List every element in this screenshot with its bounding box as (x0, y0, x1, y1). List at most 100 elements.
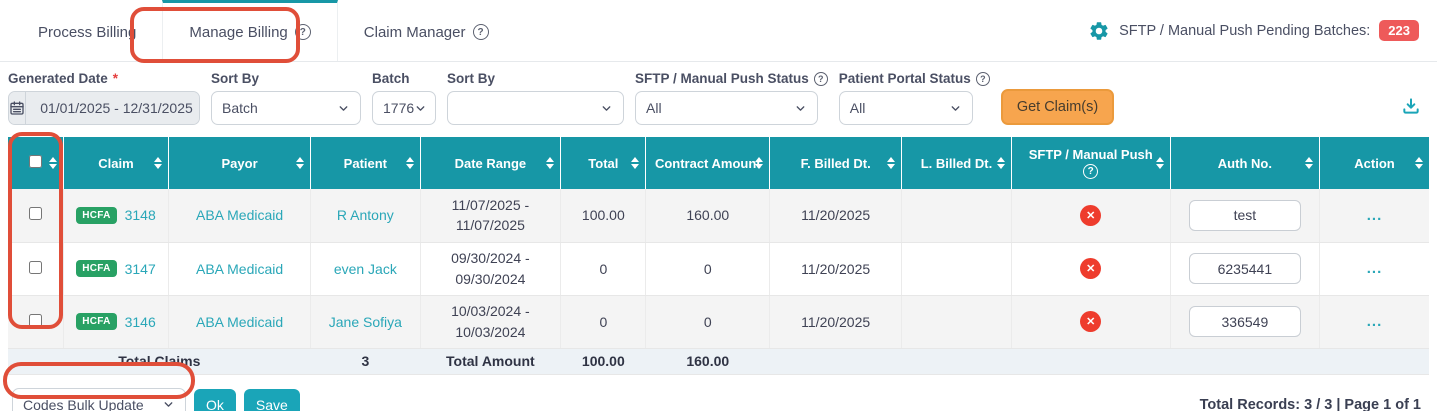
help-icon[interactable]: ? (472, 24, 489, 40)
auth-no-input[interactable] (1188, 306, 1301, 337)
column-header-patient[interactable]: Patient (310, 137, 421, 189)
save-button[interactable]: Save (243, 388, 300, 411)
select-all-header[interactable] (8, 137, 64, 189)
total-amount-label: Total Amount (420, 348, 561, 375)
tab-claim-manager-label: Claim Manager (363, 23, 466, 41)
table-footer-row: Total Claims 3 Total Amount 100.00 160.0… (8, 348, 1429, 375)
tab-process-billing-label: Process Billing (38, 23, 137, 41)
l-billed-cell (901, 295, 1012, 349)
row-actions-menu[interactable]: ... (1366, 260, 1383, 277)
f-billed-cell: 11/20/2025 (769, 295, 903, 349)
column-header-l-billed[interactable]: L. Billed Dt. (901, 137, 1012, 189)
sort-by-2-select[interactable] (447, 91, 624, 125)
l-billed-cell (901, 189, 1012, 243)
row-actions-menu[interactable]: ... (1366, 206, 1383, 224)
sort-by-2-label: Sort By (447, 71, 496, 86)
chevron-down-icon (337, 102, 350, 115)
sort-by-1-value: Batch (222, 100, 258, 116)
table-row: HCFA 3146 ABA Medicaid Jane Sofiya 10/03/… (8, 295, 1429, 349)
sort-icon (405, 157, 414, 169)
help-icon[interactable]: ? (294, 24, 311, 40)
chevron-down-icon (794, 102, 807, 115)
sort-icon (546, 157, 555, 169)
ok-button[interactable]: Ok (194, 388, 236, 411)
generated-date-input[interactable] (26, 92, 199, 124)
claims-table: Claim Payor Patient Date Range Total Con… (8, 137, 1429, 375)
auth-no-input[interactable] (1188, 253, 1301, 284)
help-icon[interactable]: ? (813, 71, 828, 86)
pending-batches-status: SFTP / Manual Push Pending Batches: 223 (1088, 0, 1419, 61)
row-checkbox[interactable] (28, 260, 42, 274)
total-cell: 100.00 (560, 189, 647, 243)
sort-icon (1304, 157, 1313, 169)
payor-link[interactable]: ABA Medicaid (196, 260, 284, 277)
chevron-down-icon (414, 102, 427, 115)
sort-icon (1155, 157, 1164, 169)
column-header-date-range[interactable]: Date Range (420, 137, 562, 189)
batch-label: Batch (372, 71, 410, 86)
chevron-down-icon (949, 102, 962, 115)
gear-icon[interactable] (1088, 20, 1110, 42)
row-actions-menu[interactable]: ... (1366, 313, 1383, 330)
sort-icon (631, 157, 640, 169)
tab-claim-manager[interactable]: Claim Manager ? (338, 0, 515, 61)
bottom-bar: Codes Bulk Update Ok Save Total Records:… (0, 375, 1437, 411)
sftp-status-value: All (646, 100, 662, 116)
auth-no-input[interactable] (1188, 199, 1301, 231)
help-icon[interactable]: ? (1083, 164, 1099, 179)
claim-number-link[interactable]: 3147 (124, 260, 156, 277)
payor-link[interactable]: ABA Medicaid (196, 207, 284, 224)
total-claims-label: Total Claims (8, 348, 311, 375)
bulk-update-value: Codes Bulk Update (23, 396, 144, 411)
column-header-sftp-push[interactable]: SFTP / Manual Push ? (1011, 137, 1171, 189)
batch-select[interactable]: 1776 (372, 91, 436, 125)
sort-by-filter-2: Sort By (447, 71, 624, 125)
sort-icon (996, 157, 1005, 169)
download-icon[interactable] (1401, 96, 1421, 121)
claims-table-wrap: Claim Payor Patient Date Range Total Con… (8, 137, 1429, 375)
sort-by-1-select[interactable]: Batch (211, 91, 361, 125)
chevron-down-icon (162, 398, 175, 411)
payor-link[interactable]: ABA Medicaid (196, 313, 284, 330)
claim-number-link[interactable]: 3148 (124, 207, 156, 224)
contract-amount-cell: 0 (645, 242, 771, 296)
patient-link[interactable]: even Jack (333, 260, 397, 277)
total-cell: 0 (560, 295, 647, 349)
get-claims-button[interactable]: Get Claim(s) (1000, 89, 1115, 125)
required-asterisk: * (112, 71, 119, 86)
tab-process-billing[interactable]: Process Billing (12, 0, 162, 61)
contract-amount-cell: 160.00 (645, 189, 771, 243)
claim-number-link[interactable]: 3146 (124, 313, 156, 330)
tab-bar: Process Billing Manage Billing ? Claim M… (0, 0, 1437, 62)
column-header-auth-no[interactable]: Auth No. (1170, 137, 1320, 189)
portal-status-value: All (849, 100, 866, 116)
column-header-contract-amount[interactable]: Contract Amount (645, 137, 771, 189)
f-billed-cell: 11/20/2025 (769, 242, 903, 296)
pending-batches-count-badge: 223 (1379, 20, 1419, 41)
sftp-status-select[interactable]: All (635, 91, 818, 125)
total-records-text: Total Records: 3 / 3 | Page 1 of 1 (1199, 396, 1421, 411)
row-checkbox[interactable] (28, 207, 42, 221)
bulk-update-select[interactable]: Codes Bulk Update (12, 387, 186, 411)
help-icon[interactable]: ? (975, 71, 990, 86)
column-header-f-billed[interactable]: F. Billed Dt. (769, 137, 903, 189)
date-range-cell: 10/03/2024 -10/03/2024 (420, 295, 562, 349)
column-header-action[interactable]: Action (1319, 137, 1429, 189)
select-all-checkbox[interactable] (28, 155, 42, 168)
date-range-cell: 09/30/2024 -09/30/2024 (420, 242, 562, 296)
column-header-total[interactable]: Total (560, 137, 647, 189)
column-header-payor[interactable]: Payor (168, 137, 312, 189)
patient-link[interactable]: R Antony (336, 207, 394, 224)
portal-status-select[interactable]: All (838, 91, 973, 125)
calendar-icon[interactable] (9, 92, 26, 124)
patient-link[interactable]: Jane Sofiya (328, 313, 402, 330)
pending-batches-label: SFTP / Manual Push Pending Batches: (1119, 22, 1371, 39)
sort-icon (48, 157, 57, 169)
tab-manage-billing[interactable]: Manage Billing ? (162, 0, 338, 61)
column-header-claim[interactable]: Claim (63, 137, 170, 189)
row-checkbox[interactable] (28, 313, 42, 327)
total-amount-contract: 160.00 (645, 348, 770, 375)
sort-icon (296, 157, 305, 169)
sort-icon (755, 157, 764, 169)
